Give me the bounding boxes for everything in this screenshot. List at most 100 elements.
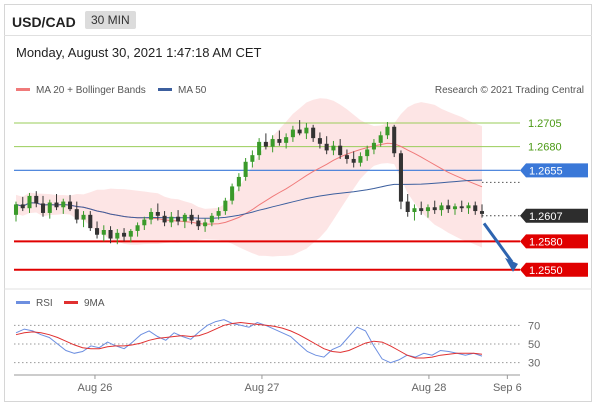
candle-up [223, 200, 228, 212]
ma50-legend-swatch [158, 88, 172, 91]
candle-up [61, 201, 66, 208]
candle-up [290, 129, 295, 138]
price-chart: 1.2705 1.2680 1.2655 1.2607 1.2580 1.2550 [13, 98, 588, 277]
candle-down [196, 220, 201, 227]
candle-up [466, 205, 471, 209]
ma20-legend-label: MA 20 + Bollinger Bands [36, 85, 146, 96]
rsi-ma-line [15, 321, 483, 359]
rsi-legend-label: RSI [36, 298, 53, 309]
ma20-legend-swatch [16, 88, 30, 91]
candle-down [459, 206, 464, 209]
candle-down [54, 202, 59, 208]
candle-down [419, 208, 424, 212]
candle-up [331, 145, 336, 151]
forecast-arrow-head [505, 257, 518, 272]
candle-down [176, 216, 181, 222]
candle-down [155, 212, 160, 216]
candle-up [115, 232, 120, 239]
candle-down [20, 204, 25, 209]
credit-text: Research © 2021 Trading Central [435, 85, 584, 96]
candle-up [230, 186, 235, 201]
candle-up [257, 141, 262, 156]
candle-up [371, 142, 376, 150]
ma9-legend-label: 9MA [84, 298, 105, 309]
timeframe-button[interactable]: 30 MIN [85, 11, 136, 29]
candle-down [324, 143, 329, 151]
candle-up [270, 139, 275, 147]
candle-up [378, 135, 383, 143]
candle-up [385, 126, 390, 136]
candle-down [189, 214, 194, 221]
candle-up [128, 230, 133, 237]
candle-down [446, 205, 451, 210]
time-tick-label: Aug 26 [78, 382, 113, 394]
candle-down [479, 211, 485, 214]
candle-up [209, 215, 214, 223]
candle-down [398, 153, 403, 202]
candle-up [452, 206, 458, 210]
candle-up [243, 161, 248, 177]
chart-datetime: Monday, August 30, 2021 1:47:18 AM CET [16, 45, 262, 60]
candle-down [40, 203, 46, 213]
time-tick-label: Sep 6 [493, 382, 522, 394]
candle-up [304, 127, 309, 134]
candle-down [297, 129, 302, 134]
forecast-arrow [482, 222, 514, 263]
candle-down [68, 201, 73, 210]
candle-down [108, 230, 113, 239]
candle-down [344, 155, 349, 159]
rsi-level-label: 30 [528, 358, 540, 370]
bollinger-band [16, 98, 482, 257]
support-label: 1.2580 [529, 236, 563, 248]
candle-up [203, 222, 208, 227]
candle-down [88, 214, 93, 229]
resistance-label: 1.2705 [528, 118, 562, 130]
candle-up [358, 156, 363, 163]
candle-down [338, 145, 343, 156]
chart-frame [4, 4, 592, 402]
candle-up [135, 225, 140, 231]
time-axis-labels: Aug 26 Aug 27 Aug 28 Sep 6 [78, 375, 522, 394]
candle-up [101, 230, 106, 235]
time-tick-label: Aug 27 [245, 382, 280, 394]
candle-down [74, 209, 79, 220]
ma9-legend-swatch [64, 301, 78, 304]
ma50-legend-label: MA 50 [178, 85, 207, 96]
ma50-line [15, 179, 483, 219]
candle-down [392, 126, 397, 154]
candle-down [405, 201, 410, 212]
candle-down [162, 215, 167, 223]
support-badge [520, 262, 588, 277]
candle-down [473, 205, 478, 212]
rsi-level-label: 50 [528, 339, 540, 351]
time-tick-label: Aug 28 [411, 382, 446, 394]
resistance-label: 1.2680 [528, 142, 562, 154]
candle-up [13, 204, 19, 215]
rsi-level-label: 70 [528, 320, 540, 332]
candle-up [47, 202, 52, 213]
candle-down [95, 228, 100, 235]
rsi-chart: 70 50 30 [14, 319, 540, 370]
candle-up [169, 216, 174, 223]
candle-up [250, 155, 255, 162]
candle-up [27, 195, 32, 209]
candle-up [182, 214, 187, 222]
candle-up [284, 137, 289, 143]
candle-up [142, 219, 147, 226]
candle-up [149, 212, 154, 220]
support-badge [520, 234, 588, 249]
candle-down [277, 139, 282, 143]
candle-down [432, 207, 437, 211]
candle-down [351, 158, 356, 163]
pivot-badge [520, 163, 588, 178]
candle-down [34, 195, 39, 204]
candle-up [439, 205, 444, 211]
candle-up [236, 176, 241, 187]
rsi-line [15, 319, 483, 364]
candle-down [122, 232, 127, 237]
symbol-title: USD/CAD [12, 14, 76, 30]
candle-down [263, 141, 268, 147]
candle-up [216, 211, 221, 216]
current-price-badge [520, 208, 588, 223]
